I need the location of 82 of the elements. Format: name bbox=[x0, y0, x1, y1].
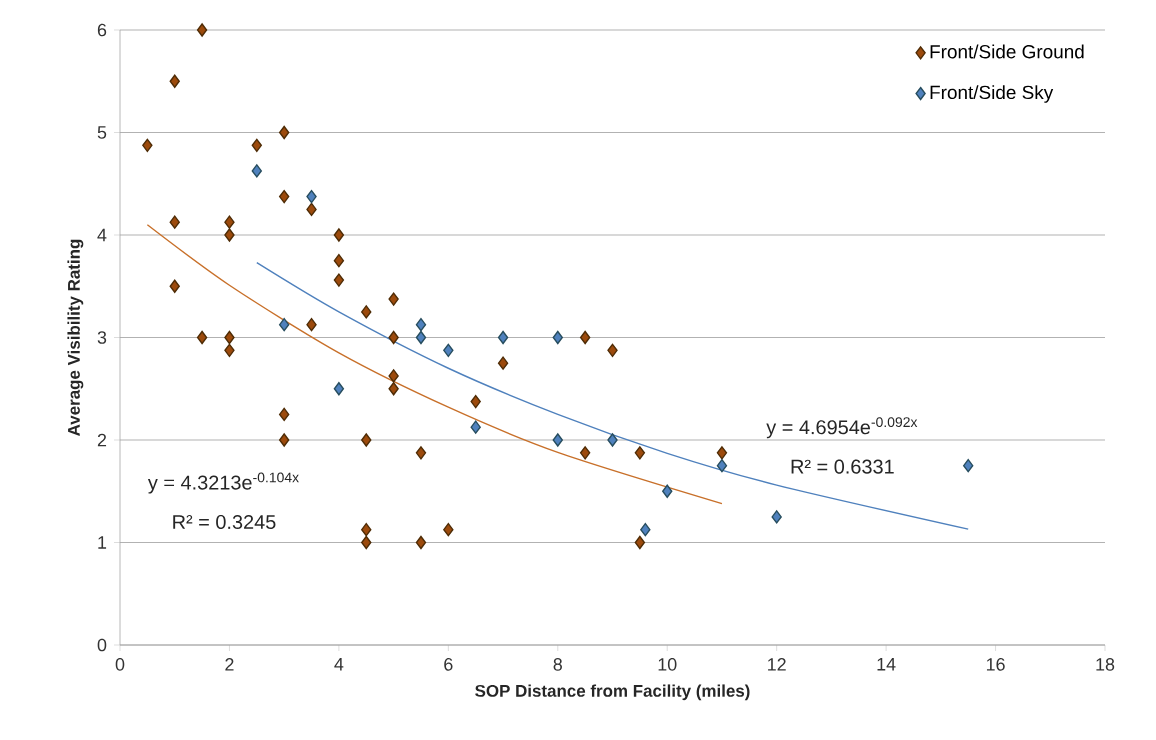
point bbox=[771, 510, 782, 524]
x-tick-label: 14 bbox=[877, 658, 896, 671]
annotation: R² = 0.6331 bbox=[791, 459, 894, 474]
point bbox=[634, 446, 646, 460]
y-tick-label: 4 bbox=[97, 228, 107, 242]
x-tick-label: 12 bbox=[768, 658, 786, 671]
y-tick-label: 5 bbox=[97, 126, 107, 139]
point bbox=[388, 382, 399, 396]
point bbox=[634, 535, 646, 550]
point bbox=[196, 23, 208, 37]
x-tick-label: 18 bbox=[1096, 658, 1115, 671]
annotation: y = 4.3213e$^{-0.104x}$ bbox=[147, 472, 299, 494]
point bbox=[333, 382, 345, 396]
x-tick-label: 4 bbox=[334, 658, 344, 671]
point bbox=[388, 330, 399, 345]
point bbox=[224, 343, 235, 358]
point bbox=[497, 330, 509, 345]
point bbox=[361, 433, 372, 447]
x-tick-label: 0 bbox=[115, 658, 125, 671]
point bbox=[278, 125, 290, 140]
point bbox=[607, 433, 618, 447]
point bbox=[196, 330, 208, 345]
point bbox=[497, 356, 509, 370]
point bbox=[388, 369, 399, 383]
point bbox=[333, 228, 345, 242]
point bbox=[251, 138, 262, 152]
point bbox=[361, 305, 372, 319]
point bbox=[470, 420, 481, 434]
point bbox=[579, 446, 591, 460]
point bbox=[278, 433, 290, 447]
point bbox=[415, 317, 427, 332]
line-series bbox=[146, 224, 723, 505]
legend-label: Front/Side Ground bbox=[930, 44, 1084, 59]
point bbox=[415, 535, 427, 550]
point bbox=[224, 215, 235, 229]
point bbox=[388, 292, 399, 306]
point bbox=[361, 535, 372, 550]
point bbox=[607, 343, 618, 358]
y-tick-label: 2 bbox=[97, 433, 107, 447]
x-tick-label: 8 bbox=[553, 658, 562, 671]
x-tick-label: 10 bbox=[658, 658, 677, 671]
x-tick-label: 16 bbox=[986, 658, 1005, 671]
point bbox=[640, 522, 651, 537]
x-tick-label: 2 bbox=[225, 658, 234, 671]
y-tick-label: 3 bbox=[97, 331, 107, 344]
legend-label: Front/Side Sky bbox=[930, 85, 1054, 103]
point bbox=[443, 522, 454, 537]
point bbox=[963, 458, 974, 473]
point bbox=[443, 343, 454, 358]
annotation: R² = 0.3245 bbox=[173, 514, 276, 530]
point bbox=[662, 484, 673, 498]
point bbox=[169, 74, 180, 88]
point bbox=[415, 330, 427, 345]
point bbox=[552, 330, 563, 345]
point bbox=[278, 317, 290, 332]
annotation: y = 4.6954e$^{-0.092x}$ bbox=[766, 417, 918, 439]
point bbox=[169, 215, 180, 229]
point bbox=[579, 330, 591, 345]
y-tick-label: 1 bbox=[98, 536, 107, 549]
point bbox=[306, 317, 317, 332]
point bbox=[361, 522, 372, 537]
point bbox=[415, 446, 427, 460]
point bbox=[552, 433, 563, 447]
point bbox=[224, 330, 235, 345]
point bbox=[278, 407, 290, 422]
point bbox=[169, 279, 180, 293]
y-axis-title: Average Visibility Rating bbox=[67, 239, 84, 436]
point bbox=[716, 446, 728, 460]
x-tick-label: 6 bbox=[444, 658, 453, 671]
point bbox=[142, 138, 153, 152]
x-axis-title: SOP Distance from Facility (miles) bbox=[475, 684, 750, 701]
point bbox=[333, 273, 345, 287]
point bbox=[470, 394, 481, 409]
point bbox=[278, 189, 290, 204]
point bbox=[224, 228, 235, 242]
point bbox=[306, 202, 317, 217]
y-tick-label: 6 bbox=[97, 23, 107, 37]
point bbox=[333, 253, 345, 268]
point bbox=[306, 189, 317, 204]
point bbox=[716, 458, 728, 473]
point bbox=[251, 164, 262, 178]
y-tick-label: 0 bbox=[97, 638, 107, 652]
